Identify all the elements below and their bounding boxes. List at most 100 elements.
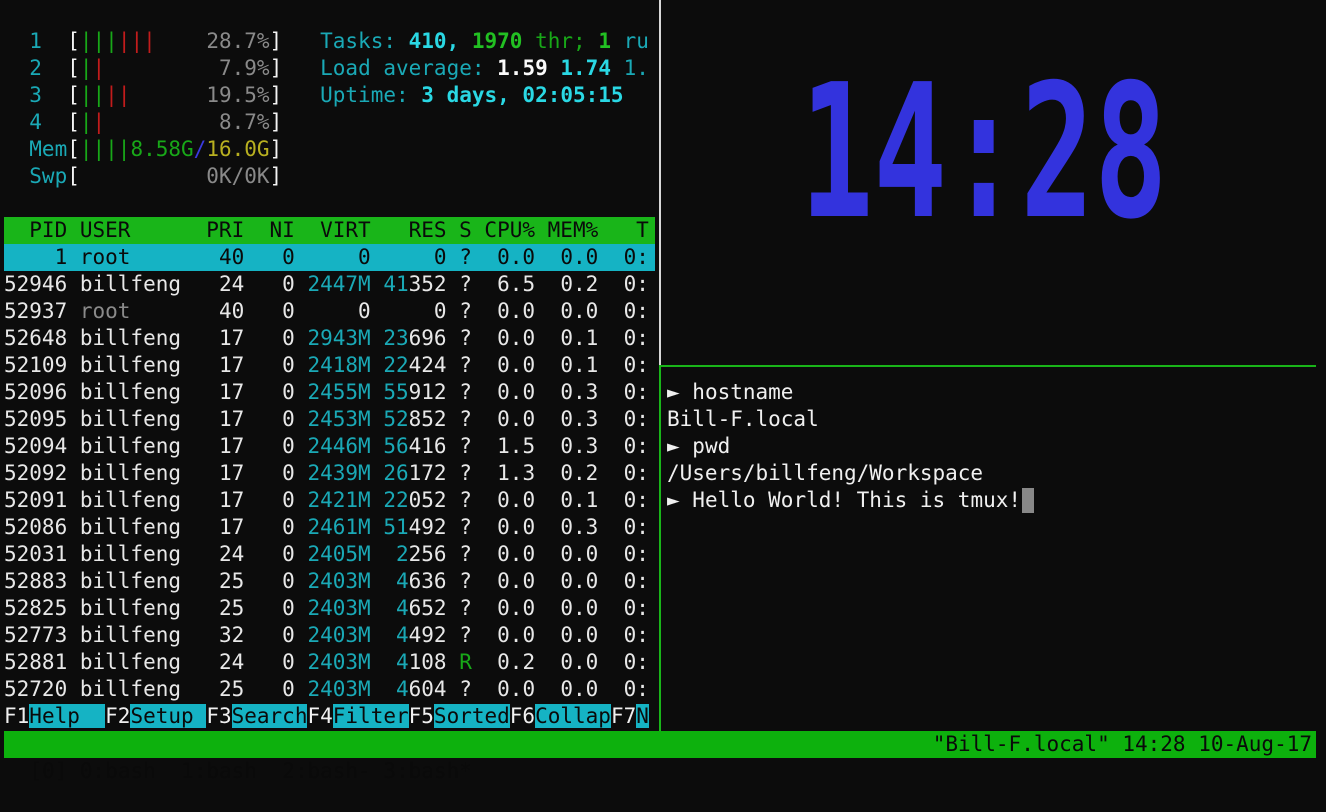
shell-command: pwd xyxy=(692,433,731,458)
summary-text: 1 xyxy=(598,28,611,53)
res-thousands: 52 xyxy=(383,406,409,431)
cpu-label: 1 xyxy=(4,28,68,53)
summary-text: Uptime: xyxy=(320,82,422,107)
cpu-mem-time: 0.0 0.1 0: xyxy=(497,352,649,377)
process-row[interactable]: 52094 billfeng 17 0 2446M 56416 ? 1.5 0.… xyxy=(4,433,655,460)
cpu-mem-time: 0.0 0.0 0: xyxy=(497,595,649,620)
pri-ni: 17 0 xyxy=(193,460,308,485)
virt: 2455M xyxy=(307,379,371,404)
prompt-arrow-icon: ► xyxy=(667,487,693,512)
fkey-f7[interactable]: F7N xyxy=(610,703,649,728)
state: ? xyxy=(459,541,472,566)
fkey-f5[interactable]: F5Sorted xyxy=(408,703,510,728)
pane-divider-vertical[interactable] xyxy=(659,0,661,365)
cpu-bar-user: ||| xyxy=(79,28,118,53)
process-row[interactable]: 1 root 40 0 0 0 ? 0.0 0.0 0: xyxy=(4,243,655,271)
fkey-number: F2 xyxy=(105,703,131,728)
cpu-mem-time: 0.0 0.3 0: xyxy=(497,379,649,404)
sp xyxy=(371,326,384,350)
res: 0 xyxy=(383,244,447,269)
fkey-number: F5 xyxy=(408,703,434,728)
cpu-value: 19.5% xyxy=(130,82,270,107)
fkey-f6[interactable]: F6Collap xyxy=(509,703,611,728)
pane-divider-horizontal[interactable] xyxy=(660,365,1316,367)
sp xyxy=(447,245,460,269)
cpu-mem-time: 0.2 0.0 0: xyxy=(497,649,649,674)
status-window-tab[interactable]: 3:bash* xyxy=(383,759,472,783)
fkey-f3[interactable]: F3Search xyxy=(206,703,308,728)
fkey-f1[interactable]: F1Help xyxy=(4,703,106,728)
process-row[interactable]: 52096 billfeng 17 0 2455M 55912 ? 0.0 0.… xyxy=(4,379,655,406)
res: 172 xyxy=(408,460,447,485)
virt: 2403M xyxy=(307,595,371,620)
pid: 52092 xyxy=(4,460,80,485)
res-thousands: 56 xyxy=(383,433,409,458)
process-row[interactable]: 52095 billfeng 17 0 2453M 52852 ? 0.0 0.… xyxy=(4,406,655,433)
pri-ni: 24 0 xyxy=(193,649,308,674)
summary-text: thr; xyxy=(522,28,599,53)
fkey-label: Sorted xyxy=(433,703,510,728)
pid: 52095 xyxy=(4,406,80,431)
meter-bracket: ] xyxy=(269,163,283,188)
sp xyxy=(447,272,460,296)
tmux-clock: 14:28 xyxy=(800,44,1168,260)
sp xyxy=(447,650,460,674)
process-row[interactable]: 52648 billfeng 17 0 2943M 23696 ? 0.0 0.… xyxy=(4,325,655,352)
process-row[interactable]: 52109 billfeng 17 0 2418M 22424 ? 0.0 0.… xyxy=(4,352,655,379)
virt: 0 xyxy=(307,244,371,269)
pri-ni: 17 0 xyxy=(193,379,308,404)
prompt-arrow-icon: ► xyxy=(667,433,693,458)
status-window-tab[interactable]: 0:bash xyxy=(79,759,156,783)
fkey-label: Help xyxy=(29,703,106,728)
process-row[interactable]: 52091 billfeng 17 0 2421M 22052 ? 0.0 0.… xyxy=(4,487,655,514)
swap-label: Swp xyxy=(4,163,68,188)
fkey-f2[interactable]: F2Setup xyxy=(105,703,207,728)
cpu-label: 3 xyxy=(4,82,68,107)
sp xyxy=(371,542,384,566)
virt: 2403M xyxy=(307,649,371,674)
sp xyxy=(371,434,384,458)
status-left: [0] 0:bash 1:bash 2:bash- 3:bash* xyxy=(29,759,472,783)
process-row[interactable]: 52883 billfeng 25 0 2403M 4636 ? 0.0 0.0… xyxy=(4,568,655,595)
user: billfeng xyxy=(79,379,194,404)
process-row[interactable]: 52092 billfeng 17 0 2439M 26172 ? 1.3 0.… xyxy=(4,460,655,487)
user: billfeng xyxy=(79,676,194,701)
sp xyxy=(371,245,384,269)
shell-line: /Users/billfeng/Workspace xyxy=(667,460,983,487)
pri-ni: 32 0 xyxy=(193,622,308,647)
virt: 2461M xyxy=(307,514,371,539)
process-row[interactable]: 52881 billfeng 24 0 2403M 4108 R 0.2 0.0… xyxy=(4,649,655,676)
process-row[interactable]: 52773 billfeng 32 0 2403M 4492 ? 0.0 0.0… xyxy=(4,622,655,649)
process-row[interactable]: 52720 billfeng 25 0 2403M 4604 ? 0.0 0.0… xyxy=(4,676,655,703)
process-row[interactable]: 52031 billfeng 24 0 2405M 2256 ? 0.0 0.0… xyxy=(4,541,655,568)
process-row[interactable]: 52946 billfeng 24 0 2447M 41352 ? 6.5 0.… xyxy=(4,271,655,298)
sp xyxy=(447,542,460,566)
cpu-bar-user: || xyxy=(79,82,106,107)
swap-meter: Swp[ 0K/0K] xyxy=(4,163,655,190)
process-row[interactable]: 52825 billfeng 25 0 2403M 4652 ? 0.0 0.0… xyxy=(4,595,655,622)
process-row[interactable]: 52937 root 40 0 0 0 ? 0.0 0.0 0: xyxy=(4,298,655,325)
status-window-tab[interactable]: 2:bash- xyxy=(282,759,371,783)
summary-text: Load average: xyxy=(320,55,498,80)
fkey-number: F6 xyxy=(509,703,536,728)
swap-value: 0K/0K xyxy=(79,163,270,188)
process-table-header[interactable]: PID USER PRI NI VIRT RES S CPU% MEM% T xyxy=(4,216,655,244)
virt: 2403M xyxy=(307,622,371,647)
sp xyxy=(371,461,384,485)
cpu-meter-1: 1 [|||||| 28.7%] Tasks: 410, 1970 thr; 1… xyxy=(4,28,655,55)
process-row[interactable]: 52086 billfeng 17 0 2461M 51492 ? 0.0 0.… xyxy=(4,514,655,541)
mem-meter: Mem[||||8.58G/16.0G] xyxy=(4,136,655,163)
summary-text: , xyxy=(446,28,472,53)
fkey-number: F7 xyxy=(610,703,637,728)
pane-divider-vertical-active[interactable] xyxy=(659,365,661,731)
user: billfeng xyxy=(79,433,194,458)
fkey-f4[interactable]: F4Filter xyxy=(307,703,409,728)
meter-bracket: [ xyxy=(67,28,80,53)
user: billfeng xyxy=(79,325,194,350)
res-thousands: 2 xyxy=(383,541,409,566)
status-window-tab[interactable]: 1:bash xyxy=(181,759,257,783)
pid: 52096 xyxy=(4,379,80,404)
fkey-label: Setup xyxy=(130,703,207,728)
pid: 52094 xyxy=(4,433,80,458)
virt: 2418M xyxy=(307,352,371,377)
